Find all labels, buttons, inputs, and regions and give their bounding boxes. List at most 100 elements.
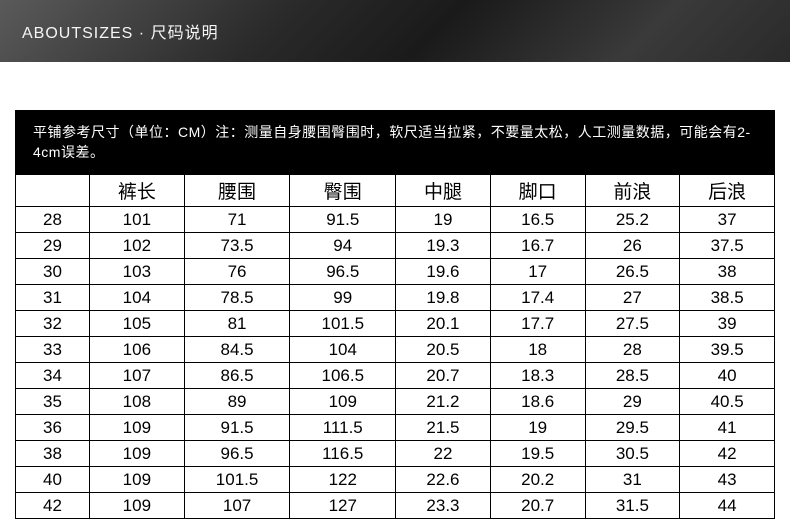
data-cell: 107 (184, 493, 290, 519)
data-cell: 101 (90, 207, 185, 233)
size-cell: 40 (16, 467, 90, 493)
data-cell: 96.5 (184, 441, 290, 467)
size-table: 裤长 腰围 臀围 中腿 脚口 前浪 后浪 281017191.51916.525… (15, 174, 775, 519)
data-cell: 91.5 (290, 207, 396, 233)
data-cell: 43 (680, 467, 775, 493)
data-cell: 96.5 (290, 259, 396, 285)
data-cell: 16.7 (490, 233, 585, 259)
data-cell: 20.2 (490, 467, 585, 493)
table-row: 2910273.59419.316.72637.5 (16, 233, 775, 259)
size-cell: 38 (16, 441, 90, 467)
data-cell: 19.6 (396, 259, 491, 285)
data-cell: 86.5 (184, 363, 290, 389)
data-cell: 40.5 (680, 389, 775, 415)
data-cell: 108 (90, 389, 185, 415)
data-cell: 111.5 (290, 415, 396, 441)
header-row: 裤长 腰围 臀围 中腿 脚口 前浪 后浪 (16, 175, 775, 207)
data-cell: 41 (680, 415, 775, 441)
data-cell: 20.7 (396, 363, 491, 389)
data-cell: 20.1 (396, 311, 491, 337)
table-row: 3210581101.520.117.727.539 (16, 311, 775, 337)
data-cell: 109 (90, 493, 185, 519)
data-cell: 19 (490, 415, 585, 441)
size-cell: 28 (16, 207, 90, 233)
data-cell: 91.5 (184, 415, 290, 441)
data-cell: 101.5 (290, 311, 396, 337)
data-cell: 39 (680, 311, 775, 337)
data-cell: 102 (90, 233, 185, 259)
data-cell: 38.5 (680, 285, 775, 311)
data-cell: 42 (680, 441, 775, 467)
data-cell: 26.5 (585, 259, 680, 285)
data-cell: 94 (290, 233, 396, 259)
size-cell: 32 (16, 311, 90, 337)
data-cell: 31.5 (585, 493, 680, 519)
table-row: 281017191.51916.525.237 (16, 207, 775, 233)
table-row: 3110478.59919.817.42738.5 (16, 285, 775, 311)
size-cell: 35 (16, 389, 90, 415)
table-row: 40109101.512222.620.23143 (16, 467, 775, 493)
data-cell: 29 (585, 389, 680, 415)
data-cell: 81 (184, 311, 290, 337)
data-cell: 106 (90, 337, 185, 363)
table-row: 3310684.510420.5182839.5 (16, 337, 775, 363)
table-head: 裤长 腰围 臀围 中腿 脚口 前浪 后浪 (16, 175, 775, 207)
data-cell: 105 (90, 311, 185, 337)
data-cell: 27.5 (585, 311, 680, 337)
size-cell: 42 (16, 493, 90, 519)
data-cell: 122 (290, 467, 396, 493)
col-header: 中腿 (396, 175, 491, 207)
data-cell: 30.5 (585, 441, 680, 467)
data-cell: 39.5 (680, 337, 775, 363)
col-header: 臀围 (290, 175, 396, 207)
data-cell: 27 (585, 285, 680, 311)
data-cell: 21.2 (396, 389, 491, 415)
data-cell: 107 (90, 363, 185, 389)
col-header: 后浪 (680, 175, 775, 207)
data-cell: 18 (490, 337, 585, 363)
size-cell: 31 (16, 285, 90, 311)
table-row: 3610991.5111.521.51929.541 (16, 415, 775, 441)
data-cell: 104 (290, 337, 396, 363)
table-row: 301037696.519.61726.538 (16, 259, 775, 285)
data-cell: 18.6 (490, 389, 585, 415)
data-cell: 22 (396, 441, 491, 467)
size-cell: 36 (16, 415, 90, 441)
data-cell: 19.3 (396, 233, 491, 259)
size-cell: 34 (16, 363, 90, 389)
data-cell: 116.5 (290, 441, 396, 467)
data-cell: 101.5 (184, 467, 290, 493)
data-cell: 19.5 (490, 441, 585, 467)
data-cell: 19 (396, 207, 491, 233)
data-cell: 18.3 (490, 363, 585, 389)
section-title: ABOUTSIZES · 尺码说明 (22, 19, 219, 43)
data-cell: 109 (90, 415, 185, 441)
data-cell: 20.7 (490, 493, 585, 519)
table-row: 3410786.5106.520.718.328.540 (16, 363, 775, 389)
spacer (0, 62, 790, 110)
data-cell: 19.8 (396, 285, 491, 311)
data-cell: 21.5 (396, 415, 491, 441)
data-cell: 17 (490, 259, 585, 285)
col-header: 裤长 (90, 175, 185, 207)
col-header: 脚口 (490, 175, 585, 207)
data-cell: 40 (680, 363, 775, 389)
data-cell: 17.4 (490, 285, 585, 311)
size-cell: 29 (16, 233, 90, 259)
data-cell: 28 (585, 337, 680, 363)
data-cell: 76 (184, 259, 290, 285)
data-cell: 106.5 (290, 363, 396, 389)
table-row: 351088910921.218.62940.5 (16, 389, 775, 415)
data-cell: 73.5 (184, 233, 290, 259)
data-cell: 84.5 (184, 337, 290, 363)
data-cell: 26 (585, 233, 680, 259)
table-row: 4210910712723.320.731.544 (16, 493, 775, 519)
data-cell: 78.5 (184, 285, 290, 311)
data-cell: 22.6 (396, 467, 491, 493)
data-cell: 28.5 (585, 363, 680, 389)
data-cell: 31 (585, 467, 680, 493)
data-cell: 104 (90, 285, 185, 311)
section-header: ABOUTSIZES · 尺码说明 (0, 0, 790, 62)
table-body: 281017191.51916.525.2372910273.59419.316… (16, 207, 775, 519)
data-cell: 17.7 (490, 311, 585, 337)
